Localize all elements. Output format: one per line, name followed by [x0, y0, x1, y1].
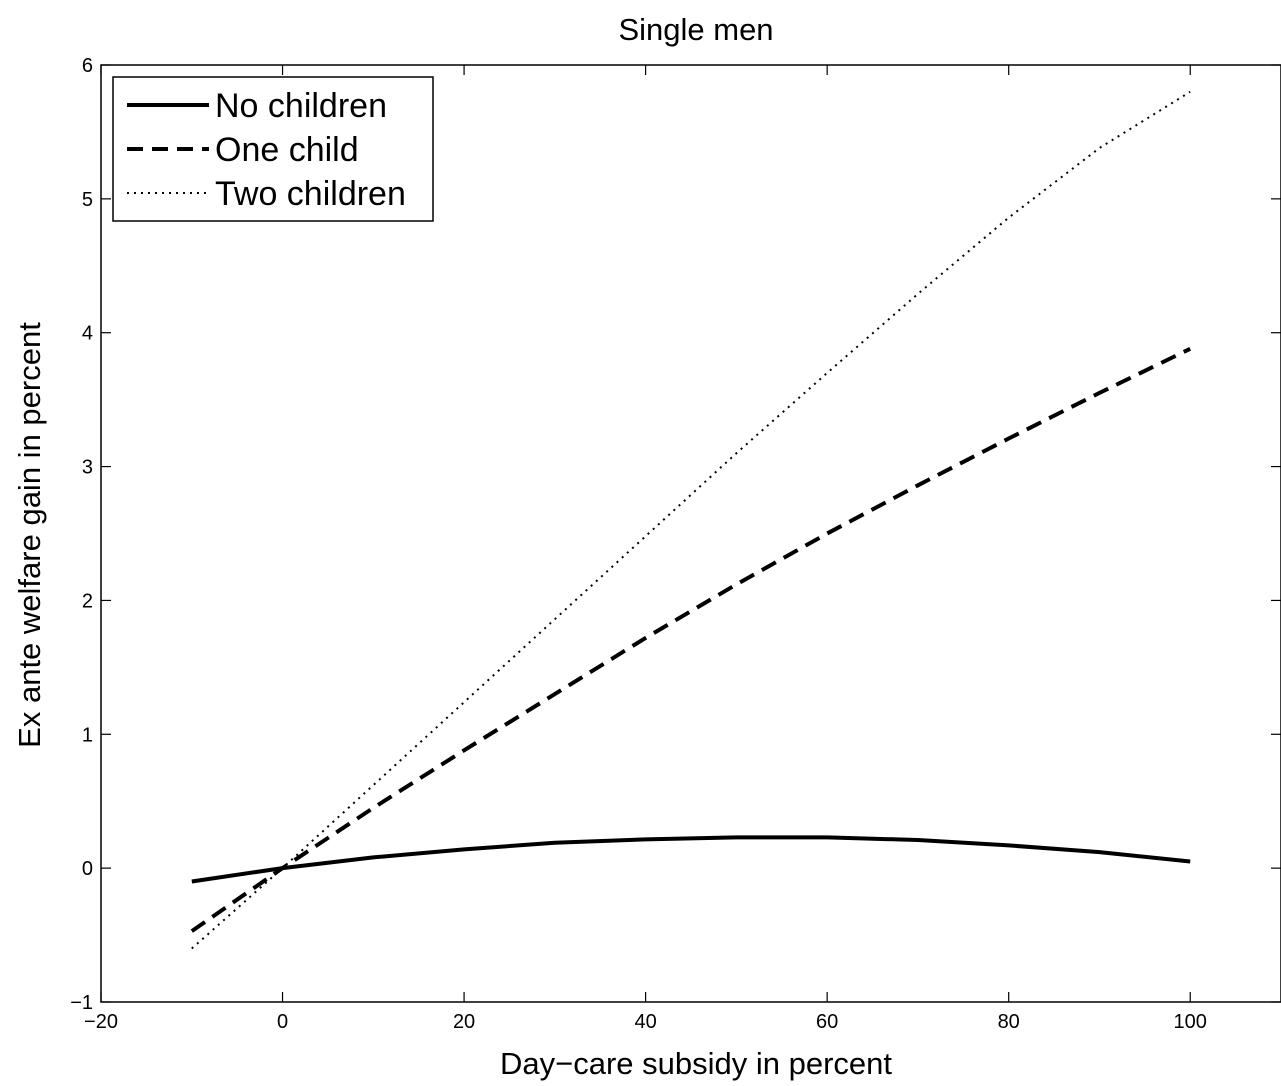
y-tick-label: 0 [82, 858, 93, 880]
plot-area-frame [100, 64, 1281, 1003]
x-tick-label: 80 [998, 1011, 1020, 1033]
series-line-1 [190, 347, 1192, 933]
legend-label-2: Two children [215, 175, 406, 213]
axis-ticks: −20 0 20 40 60 80 100 −1 0 1 2 3 4 5 6 [70, 55, 1281, 1033]
y-tick-label: 4 [82, 323, 93, 345]
y-tick-label: 5 [82, 189, 93, 211]
x-tick-label: 0 [277, 1011, 288, 1033]
x-tick-label: 60 [816, 1011, 838, 1033]
legend: No children One child Two children [112, 76, 434, 222]
x-tick-label: −20 [84, 1011, 118, 1033]
legend-label-0: No children [215, 87, 387, 125]
y-tick-label: 1 [82, 724, 93, 746]
y-tick-label: 6 [82, 55, 93, 77]
y-tick-label: 2 [82, 590, 93, 612]
y-tick-label: −1 [70, 992, 93, 1014]
y-tick-label: 3 [82, 457, 93, 479]
x-axis-title: Day−care subsidy in percent [500, 1046, 892, 1081]
y-axis-title: Ex ante welfare gain in percent [12, 322, 47, 748]
x-tick-label: 20 [453, 1011, 475, 1033]
series-line-0 [191, 835, 1191, 884]
series-lines [190, 90, 1192, 950]
chart-title: Single men [618, 12, 773, 47]
legend-label-1: One child [215, 131, 359, 169]
x-tick-label: 100 [1174, 1011, 1207, 1033]
x-tick-label: 40 [634, 1011, 656, 1033]
